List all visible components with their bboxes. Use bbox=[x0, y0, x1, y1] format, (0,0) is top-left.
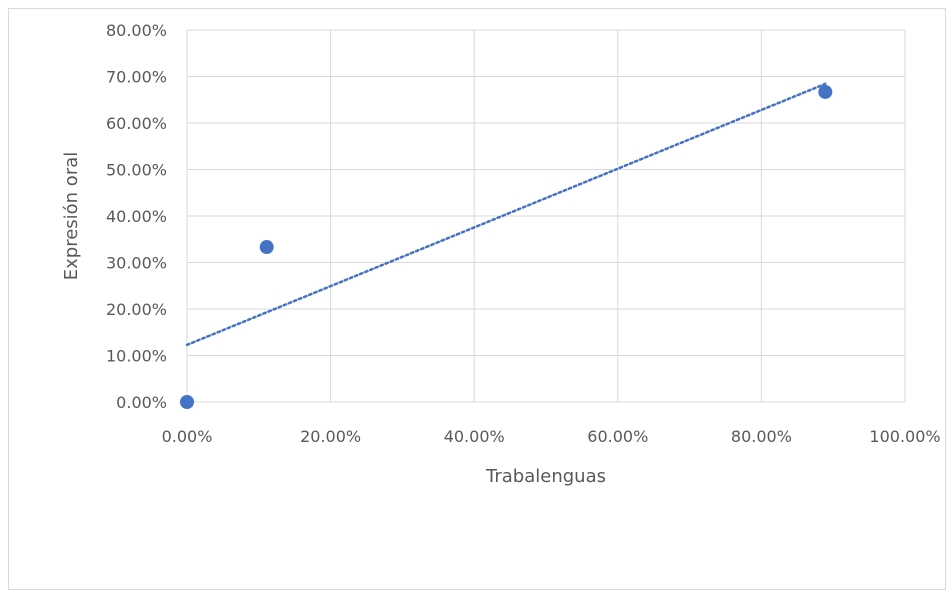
y-tick-label: 70.00% bbox=[106, 68, 167, 87]
data-points bbox=[180, 84, 833, 409]
y-tick-label: 40.00% bbox=[106, 207, 167, 226]
x-axis-title: Trabalenguas bbox=[485, 466, 606, 487]
tick-labels: 0.00% 10.00% 20.00% 30.00% 40.00% 50.00% 60.00… bbox=[106, 21, 941, 446]
data-point bbox=[259, 240, 274, 255]
y-axis-title: Expresión oral bbox=[61, 152, 82, 281]
x-tick-label: 40.00% bbox=[444, 427, 505, 446]
y-tick-label: 20.00% bbox=[106, 300, 167, 319]
x-tick-label: 80.00% bbox=[731, 427, 792, 446]
data-point bbox=[818, 84, 833, 99]
y-tick-label: 80.00% bbox=[106, 21, 167, 40]
y-tick-label: 0.00% bbox=[116, 393, 167, 412]
linear-trendline bbox=[185, 82, 827, 347]
x-tick-label: 60.00% bbox=[587, 427, 648, 446]
y-tick-label: 50.00% bbox=[106, 161, 167, 180]
x-tick-label: 20.00% bbox=[300, 427, 361, 446]
gridlines bbox=[186, 29, 906, 403]
y-tick-label: 10.00% bbox=[106, 347, 167, 366]
scatter-chart: 0.00% 10.00% 20.00% 30.00% 40.00% 50.00% 60.00… bbox=[61, 21, 941, 487]
x-tick-label: 100.00% bbox=[869, 427, 940, 446]
y-tick-label: 60.00% bbox=[106, 114, 167, 133]
trendline-layer bbox=[185, 82, 827, 347]
y-tick-label: 30.00% bbox=[106, 254, 167, 273]
chart-area: 0.00% 10.00% 20.00% 30.00% 40.00% 50.00% 60.00… bbox=[8, 8, 946, 590]
x-tick-label: 0.00% bbox=[162, 427, 213, 446]
data-point bbox=[180, 395, 194, 409]
